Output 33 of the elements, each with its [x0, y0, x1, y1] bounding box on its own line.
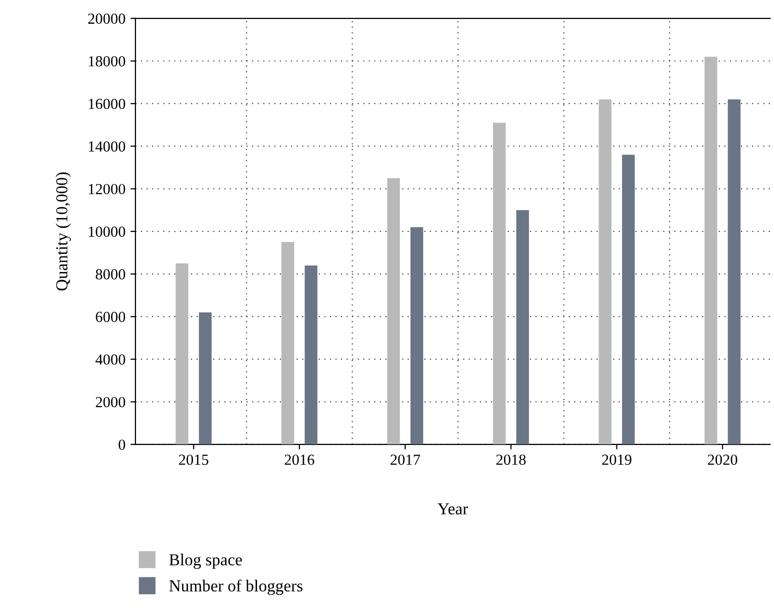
bar	[704, 56, 718, 444]
x-tick-label: 2019	[602, 454, 632, 465]
bar	[622, 154, 635, 444]
y-tick-label: 20000	[88, 14, 126, 24]
y-tick-label: 6000	[96, 312, 126, 322]
y-tick-label: 0	[118, 440, 126, 450]
y-tick-label: 8000	[96, 269, 126, 280]
x-tick-label: 2017	[390, 454, 420, 465]
bar	[410, 227, 424, 444]
x-tick-label: 2016	[284, 454, 314, 465]
x-tick-label: 2018	[496, 454, 526, 465]
x-tick-label: 2015	[179, 454, 208, 465]
y-tick-label: 12000	[88, 184, 126, 194]
y-tick-label: 4000	[95, 354, 126, 365]
bar	[516, 210, 529, 444]
bar	[176, 263, 188, 444]
y-tick-label: 14000	[88, 141, 126, 152]
legend-label: Blog space	[169, 554, 242, 569]
x-tick-label: 2020	[708, 454, 738, 465]
y-axis-title: Quantity (10,000)	[56, 172, 71, 290]
bar	[387, 178, 400, 444]
bar	[728, 99, 741, 444]
legend-label: Number of bloggers	[169, 580, 302, 595]
bar	[198, 312, 212, 444]
y-tick-label: 2000	[96, 396, 126, 408]
bar	[304, 265, 318, 444]
bar	[492, 122, 506, 444]
x-axis-title: Year	[438, 503, 468, 514]
bar	[281, 242, 294, 444]
y-tick-label: 16000	[88, 98, 126, 110]
bar	[598, 99, 612, 444]
y-tick-label: 10000	[88, 226, 126, 237]
y-tick-label: 18000	[88, 56, 126, 66]
